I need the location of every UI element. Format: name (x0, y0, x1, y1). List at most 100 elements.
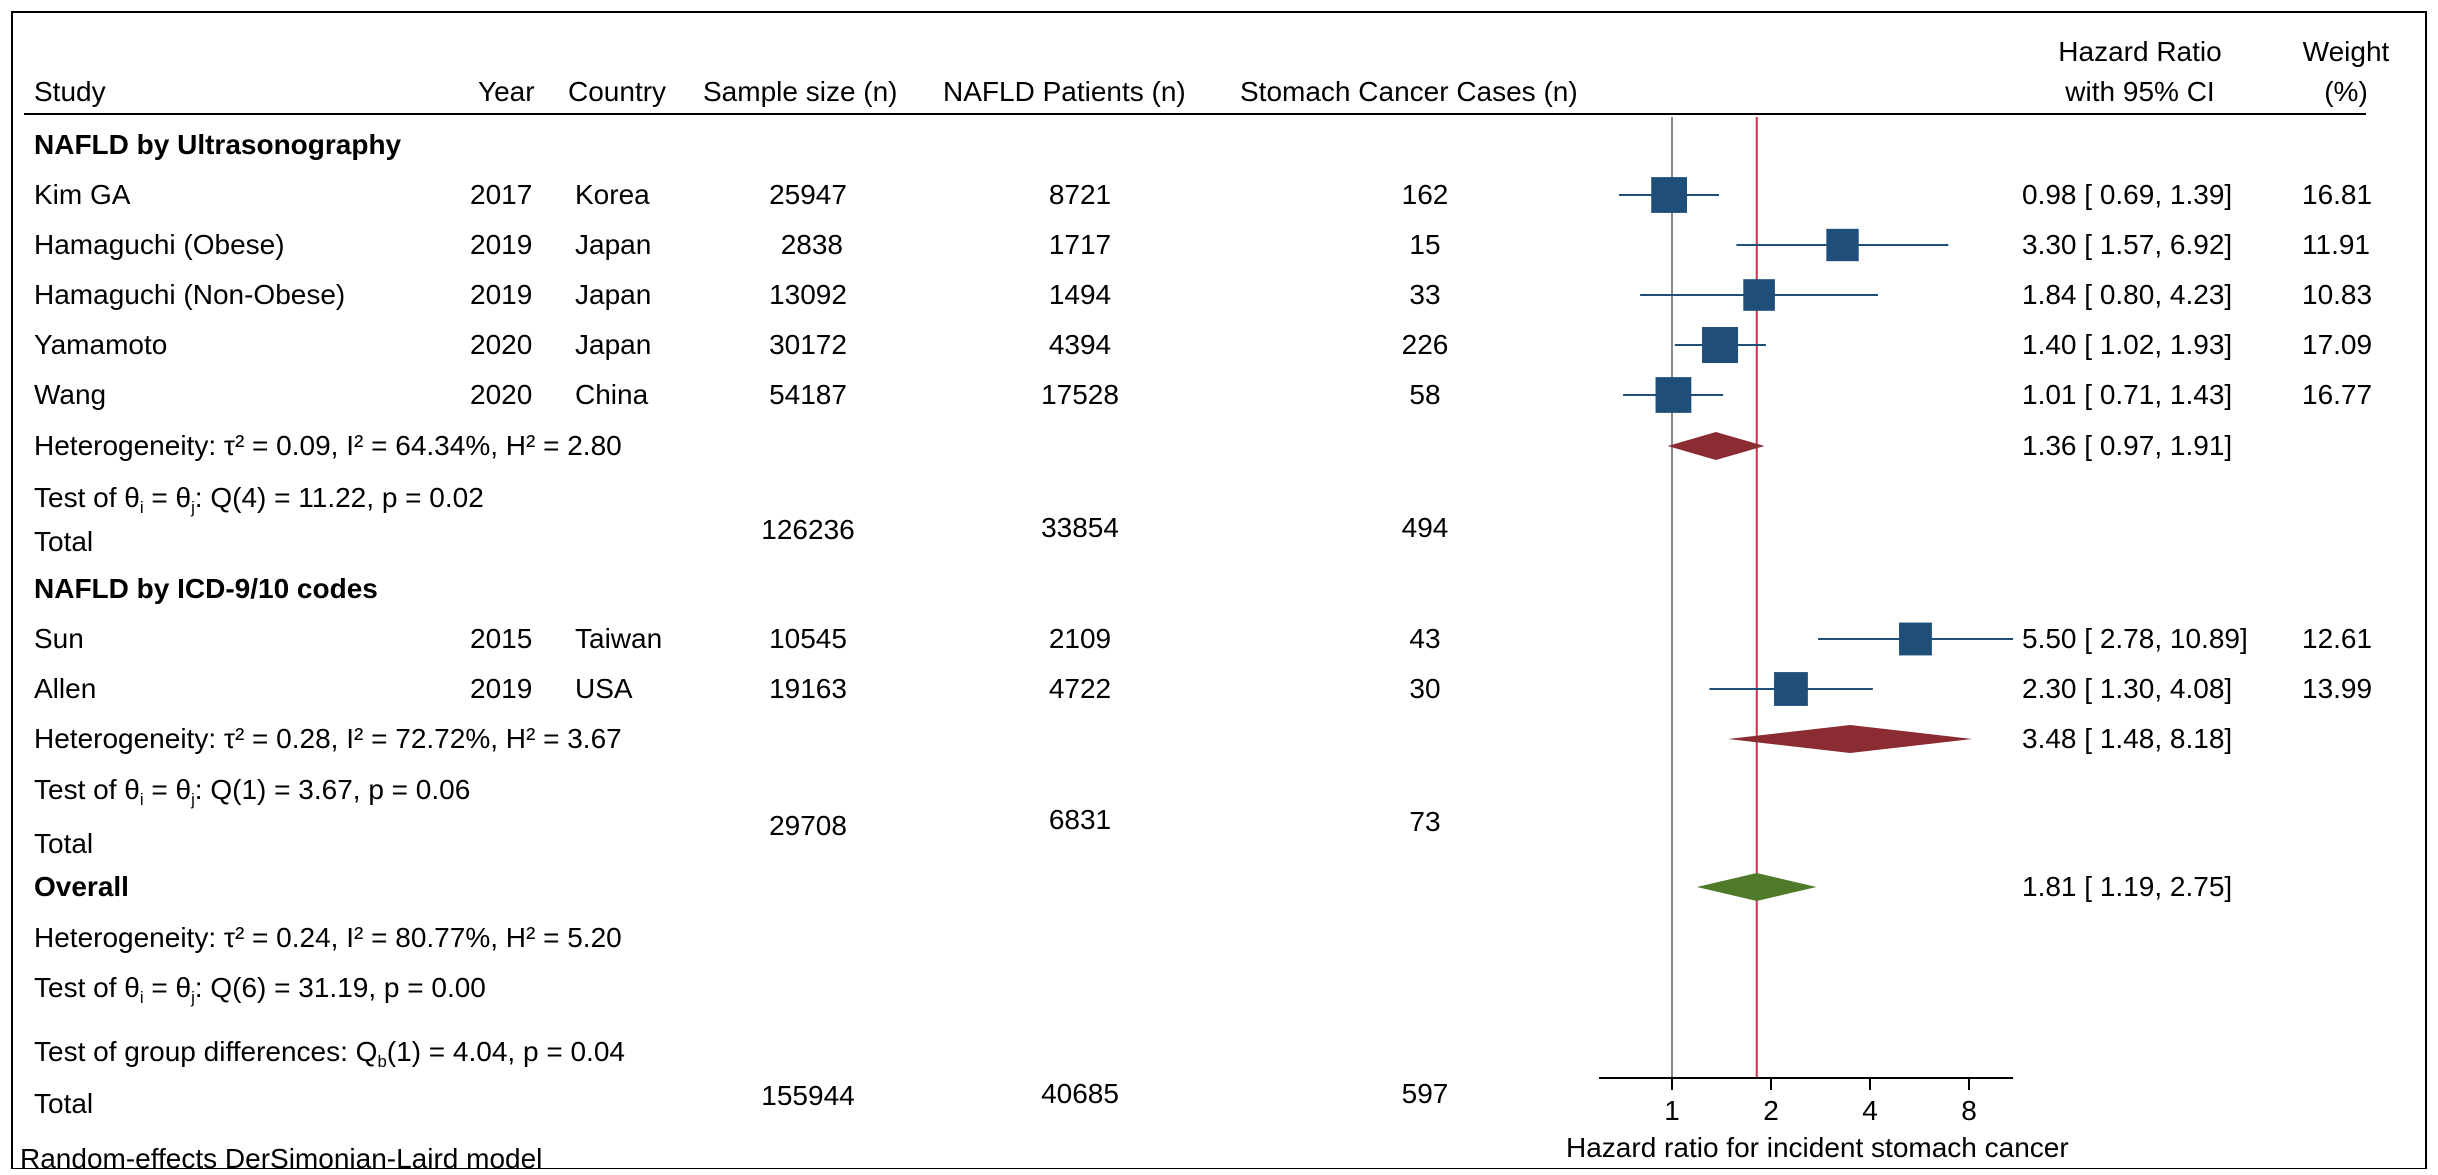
pooled-hr-ci: 1.36 [ 0.97, 1.91] (2022, 430, 2233, 461)
test-of-theta: Test of θi = θj: Q(4) = 11.22, p = 0.02 (34, 482, 484, 517)
study-nafld-patients: 8721 (1048, 179, 1112, 210)
study-name: Sun (34, 623, 84, 654)
study-weight: 16.81 (2302, 179, 2373, 210)
study-country: Korea (575, 179, 650, 210)
study-weight: 17.09 (2302, 329, 2373, 360)
study-year: 2020 (470, 379, 533, 410)
group-differences-test: Test of group differences: Qb(1) = 4.04,… (34, 1036, 625, 1071)
study-hr-ci: 1.84 [ 0.80, 4.23] (2022, 279, 2233, 310)
study-sample-size: 13092 (769, 279, 847, 310)
study-hr-ci: 0.98 [ 0.69, 1.39] (2022, 179, 2233, 210)
pooled-hr-ci: 3.48 [ 1.48, 8.18] (2022, 723, 2233, 754)
x-axis-ticks: 1 2 4 8 (1664, 1078, 1977, 1126)
overall-total-nafld-patients: 40685 (1041, 1078, 1119, 1109)
total-label: Total (34, 828, 94, 859)
header-country: Country (568, 76, 667, 107)
x-tick-label: 4 (1862, 1095, 1878, 1126)
study-marker (1702, 327, 1739, 363)
study-nafld-patients: 17528 (1041, 379, 1119, 410)
study-hr-ci: 1.01 [ 0.71, 1.43] (2022, 379, 2233, 410)
study-nafld-patients: 2109 (1048, 623, 1112, 654)
overall-test-of-theta: Test of θi = θj: Q(6) = 31.19, p = 0.00 (34, 972, 486, 1007)
study-sample-size: 25947 (769, 179, 847, 210)
study-year: 2019 (470, 673, 533, 704)
study-name: Hamaguchi (Non-Obese) (34, 279, 346, 310)
overall-total-sample-size: 155944 (761, 1080, 855, 1111)
header-year: Year (478, 76, 535, 107)
study-cases: 162 (1401, 179, 1449, 210)
study-weight: 16.77 (2302, 379, 2373, 410)
total-cases: 494 (1401, 512, 1449, 543)
overall-diamond (1696, 873, 1817, 901)
study-year: 2015 (470, 623, 533, 654)
x-tick-label: 1 (1664, 1095, 1680, 1126)
study-name: Wang (34, 379, 107, 410)
study-cases: 30 (1409, 673, 1441, 704)
study-nafld-patients: 1717 (1048, 229, 1112, 260)
header-weight-unit: (%) (2324, 76, 2368, 107)
study-cases: 33 (1409, 279, 1441, 310)
study-marker (1651, 177, 1688, 213)
overall-total-label: Total (34, 1088, 94, 1119)
overall-heterogeneity: Heterogeneity: τ² = 0.24, I² = 80.77%, H… (34, 922, 622, 953)
group-title: NAFLD by Ultrasonography (34, 129, 402, 160)
study-cases: 43 (1409, 623, 1441, 654)
heterogeneity-text: Heterogeneity: τ² = 0.28, I² = 72.72%, H… (34, 723, 622, 754)
study-country: USA (575, 673, 633, 704)
study-marker (1826, 228, 1859, 262)
study-year: 2017 (470, 179, 533, 210)
total-cases: 73 (1409, 806, 1441, 837)
study-sample-size: 19163 (769, 673, 847, 704)
test-of-theta: Test of θi = θj: Q(1) = 3.67, p = 0.06 (34, 774, 471, 809)
study-weight: 11.91 (2302, 229, 2370, 260)
study-name: Allen (34, 673, 97, 704)
study-country: Taiwan (575, 623, 663, 654)
study-weight: 13.99 (2302, 673, 2373, 704)
study-name: Yamamoto (34, 329, 168, 360)
total-nafld-patients: 6831 (1048, 804, 1112, 835)
study-confidence-intervals (1619, 194, 2014, 690)
study-name: Hamaguchi (Obese) (34, 229, 285, 260)
group-title: NAFLD by ICD-9/10 codes (34, 573, 378, 604)
study-sample-size: 10545 (769, 623, 847, 654)
header-nafld-patients: NAFLD Patients (n) (943, 76, 1186, 107)
total-sample-size: 29708 (769, 810, 847, 841)
study-marker (1743, 279, 1775, 311)
x-axis-label: Hazard ratio for incident stomach cancer (1566, 1132, 2069, 1163)
subgroup-diamond (1667, 432, 1765, 460)
study-marker (1774, 672, 1808, 706)
study-cases: 15 (1409, 229, 1441, 260)
overall-total-cases: 597 (1401, 1078, 1449, 1109)
header-study: Study (34, 76, 106, 107)
x-tick-label: 2 (1763, 1095, 1779, 1126)
header-hazard-ratio: Hazard Ratio (2058, 36, 2222, 67)
total-sample-size: 126236 (761, 514, 855, 545)
study-sample-size: 54187 (769, 379, 847, 410)
header-stomach-cancer-cases: Stomach Cancer Cases (n) (1240, 76, 1578, 107)
header-sample-size: Sample size (n) (703, 76, 898, 107)
overall-hr-ci: 1.81 [ 1.19, 2.75] (2022, 871, 2233, 902)
study-nafld-patients: 1494 (1048, 279, 1112, 310)
subgroup-diamond (1727, 725, 1973, 753)
study-year: 2019 (470, 279, 533, 310)
study-year: 2020 (470, 329, 533, 360)
header-weight: Weight (2302, 36, 2390, 67)
total-nafld-patients: 33854 (1041, 512, 1119, 543)
heterogeneity-text: Heterogeneity: τ² = 0.09, I² = 64.34%, H… (34, 430, 622, 461)
study-cases: 226 (1401, 329, 1449, 360)
study-weight: 12.61 (2302, 623, 2373, 654)
overall-label: Overall (34, 871, 129, 902)
study-sample-size: 30172 (769, 329, 847, 360)
study-nafld-patients: 4394 (1048, 329, 1112, 360)
study-sample-size: 2838 (780, 229, 843, 260)
study-country: Japan (575, 279, 652, 310)
study-country: Japan (575, 329, 652, 360)
study-marker (1655, 377, 1692, 413)
study-hr-ci: 3.30 [ 1.57, 6.92] (2022, 229, 2233, 260)
study-country: China (575, 379, 649, 410)
study-markers (1651, 177, 1932, 706)
study-weight: 10.83 (2302, 279, 2373, 310)
study-marker (1899, 622, 1932, 656)
